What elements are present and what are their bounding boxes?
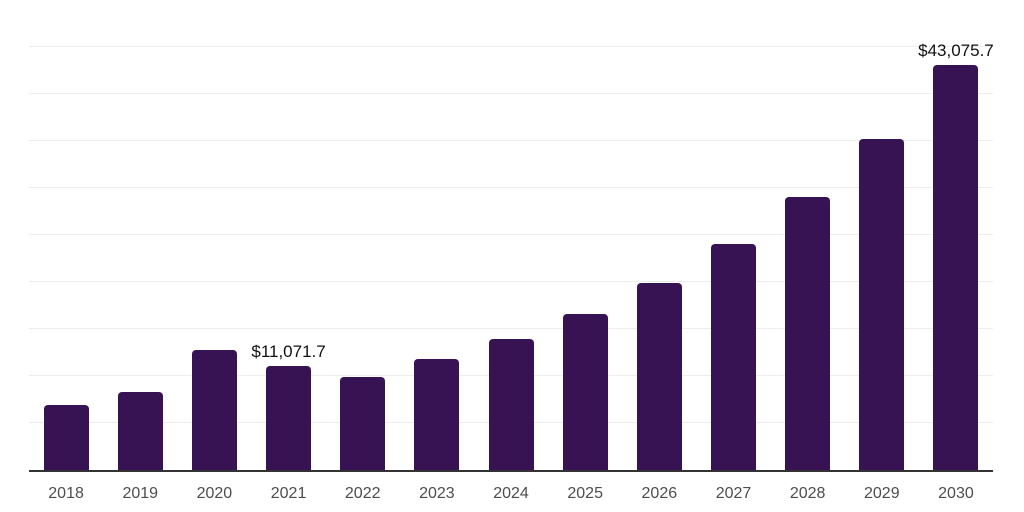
- x-axis: 2018 2019 2020 2021 2022 2023 2024 2025 2026 2027…: [29, 472, 993, 503]
- gridline-15000: [29, 328, 993, 329]
- gridline-45000: [29, 46, 993, 47]
- x-tick-2026: 2026: [641, 485, 678, 502]
- x-tick-2023: 2023: [419, 485, 455, 502]
- bar-2027: [710, 244, 756, 470]
- bar-2029: [859, 139, 905, 470]
- bar-2028: [785, 196, 831, 470]
- gridline-40000: [29, 93, 993, 94]
- bar-2018: [43, 405, 89, 470]
- x-tick-2019: 2019: [122, 485, 159, 502]
- x-tick-2022: 2022: [344, 485, 381, 502]
- gridline-35000: [29, 140, 993, 141]
- x-tick-2027: 2027: [715, 485, 752, 502]
- x-tick-2029: 2029: [864, 485, 900, 502]
- bar-band-2027: [696, 0, 770, 470]
- bar-2022: [340, 377, 386, 470]
- x-tick-2025: 2025: [567, 485, 603, 502]
- bar-band-2018: [29, 0, 103, 470]
- x-tick-2024: 2024: [493, 485, 529, 502]
- bar-band-2029: [845, 0, 919, 470]
- bar-2020: [191, 350, 237, 470]
- bar-2021: $11,071.7: [251, 342, 326, 470]
- bar-band-2028: [771, 0, 845, 470]
- x-tick-2028: 2028: [789, 485, 826, 502]
- gridline-25000: [29, 234, 993, 235]
- bar-2026: [636, 283, 682, 470]
- bar-band-2022: [326, 0, 400, 470]
- bar-band-2020: [177, 0, 251, 470]
- bar-2030: $43,075.7: [918, 41, 994, 470]
- bar-2019: [117, 392, 163, 470]
- bar-2025: [562, 314, 608, 470]
- plot-area: $11,071.7 $43,075.7: [29, 0, 994, 472]
- bar-band-2024: [474, 0, 548, 470]
- gridline-20000: [29, 281, 993, 282]
- bar-band-2025: [548, 0, 622, 470]
- bar-2023: [414, 359, 460, 470]
- bar-band-2026: [622, 0, 696, 470]
- bar-2024: [488, 339, 534, 470]
- data-label-2021: $11,071.7: [251, 341, 326, 361]
- bar-band-2021: $11,071.7: [251, 0, 326, 470]
- x-tick-2030: 2030: [938, 485, 974, 502]
- data-label-2030: $43,075.7: [918, 41, 994, 61]
- bar-band-2030: $43,075.7: [918, 0, 994, 470]
- gridline-30000: [29, 187, 993, 188]
- x-tick-2018: 2018: [48, 485, 84, 502]
- x-tick-2020: 2020: [196, 485, 233, 502]
- bar-band-2019: [103, 0, 177, 470]
- x-tick-2021: 2021: [270, 485, 307, 502]
- bar-band-2023: [400, 0, 474, 470]
